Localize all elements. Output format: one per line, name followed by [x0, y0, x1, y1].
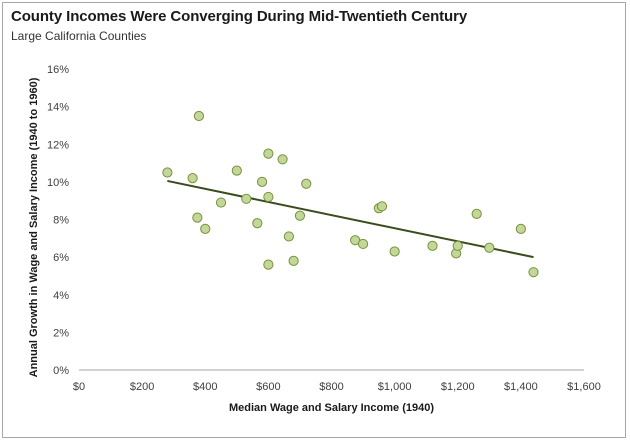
y-tick-label: 0%	[53, 365, 69, 377]
x-tick-label: $0	[73, 381, 85, 393]
y-tick-label: 10%	[47, 177, 69, 189]
data-point	[263, 259, 274, 270]
data-point	[231, 165, 242, 176]
data-point	[471, 208, 482, 219]
x-tick-label: $1,600	[567, 381, 601, 393]
y-tick-label: 14%	[47, 102, 69, 114]
y-tick-label: 4%	[53, 290, 69, 302]
chart-frame	[2, 2, 626, 438]
data-point	[301, 178, 312, 189]
data-point	[256, 176, 268, 187]
data-point	[283, 231, 294, 242]
data-point	[288, 255, 299, 266]
y-tick-label: 6%	[53, 252, 69, 264]
data-point	[241, 193, 252, 204]
data-point	[192, 212, 203, 223]
data-point	[193, 110, 205, 122]
x-tick-label: $600	[256, 381, 280, 393]
data-point	[187, 173, 198, 184]
x-axis-ticks: $0 $200 $400 $600 $800 $1,000 $1,200 $1,400 $1,6…	[73, 381, 601, 393]
y-tick-label: 12%	[47, 139, 69, 151]
data-point	[427, 240, 438, 251]
y-tick-label: 2%	[53, 327, 69, 339]
data-point	[376, 201, 388, 212]
y-axis-title: Annual Growth in Wage and Salary Income …	[28, 77, 40, 377]
data-point	[277, 154, 288, 165]
data-point	[252, 218, 263, 229]
x-tick-label: $800	[319, 381, 343, 393]
data-point	[528, 267, 539, 278]
data-point	[263, 191, 274, 203]
x-tick-label: $1,200	[441, 381, 475, 393]
data-point	[357, 238, 369, 250]
x-tick-label: $400	[193, 381, 217, 393]
x-axis-title: Median Wage and Salary Income (1940)	[229, 402, 434, 414]
data-point	[162, 167, 173, 178]
y-tick-label: 16%	[47, 64, 69, 76]
y-axis-ticks: 0% 2% 4% 6% 8% 10% 12% 14% 16%	[47, 64, 69, 377]
data-point	[263, 148, 274, 159]
chart-title: County Incomes Were Converging During Mi…	[11, 8, 468, 25]
data-point	[389, 246, 400, 257]
data-point	[484, 242, 495, 253]
x-tick-label: $1,000	[378, 381, 412, 393]
x-tick-label: $1,400	[504, 381, 538, 393]
data-points	[162, 110, 539, 278]
data-point	[452, 240, 463, 251]
x-tick-label: $200	[130, 381, 154, 393]
data-point	[515, 223, 526, 235]
data-point	[294, 210, 306, 221]
chart-subtitle: Large California Counties	[11, 29, 147, 43]
trendline	[167, 179, 534, 259]
data-point	[215, 197, 227, 208]
y-tick-label: 8%	[53, 215, 69, 227]
data-point	[200, 223, 211, 235]
